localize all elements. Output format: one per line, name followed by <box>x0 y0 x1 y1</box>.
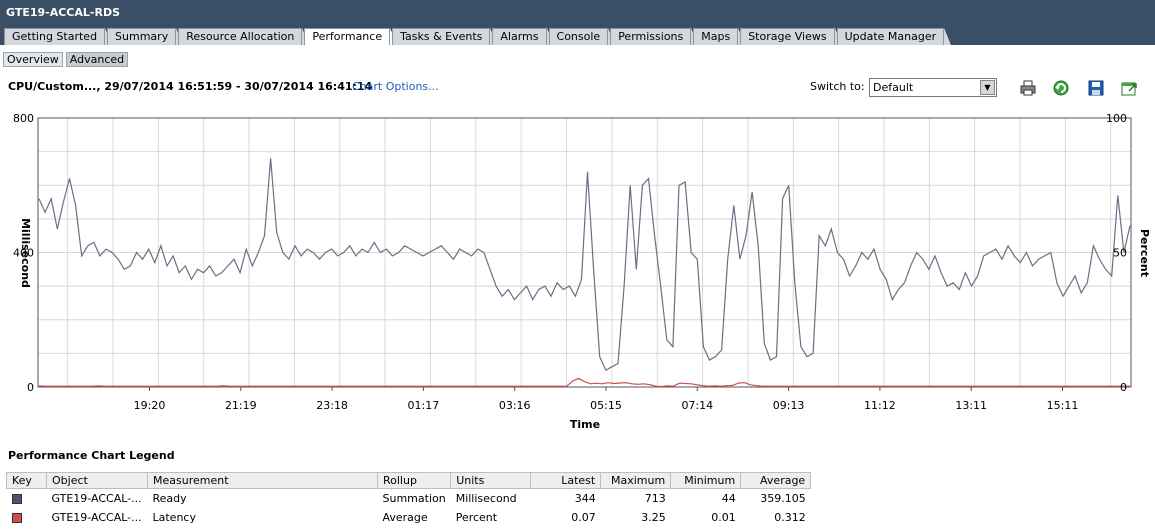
y-axis-right-label: Percent <box>1138 229 1151 277</box>
legend-cell-maximum: 3.25 <box>641 510 666 524</box>
x-tick-label: 15:11 <box>1047 399 1079 412</box>
series-line-ready <box>38 158 1131 372</box>
tab-performance[interactable]: Performance <box>304 28 397 45</box>
legend-table: Key Object Measurement Rollup Units Latest Max… <box>6 472 812 527</box>
chart-grid <box>38 118 1131 387</box>
legend-body: GTE19-ACCAL-... Ready Summation Millisecond… <box>7 489 811 527</box>
tab-alarms[interactable]: Alarms <box>492 28 554 45</box>
window-title: GTE19-ACCAL-RDS <box>6 6 120 19</box>
legend-cell-rollup: Summation <box>382 491 446 505</box>
tab-summary[interactable]: Summary <box>107 28 184 45</box>
x-tick-label: 21:19 <box>225 399 257 412</box>
tab-update-manager[interactable]: Update Manager <box>836 28 951 45</box>
tab-permissions[interactable]: Permissions <box>610 28 699 45</box>
legend-col-minimum[interactable]: Minimum <box>670 472 742 489</box>
x-tick-label: 23:18 <box>316 399 348 412</box>
legend-col-key[interactable]: Key <box>6 472 47 489</box>
chart-series <box>38 158 1131 388</box>
legend-title: Performance Chart Legend <box>8 449 175 462</box>
y-tick-label-left: 800 <box>13 112 34 125</box>
title-bar: GTE19-ACCAL-RDS Getting Started Summary Re… <box>0 0 1155 45</box>
x-tick-label: 09:13 <box>773 399 805 412</box>
legend-swatch <box>11 512 22 523</box>
tab-maps[interactable]: Maps <box>693 28 746 45</box>
tab-getting-started[interactable]: Getting Started <box>4 28 113 45</box>
series-line-latency <box>38 377 1130 388</box>
x-tick-label: 01:17 <box>408 399 440 412</box>
x-axis: 19:20 21:19 23:18 01:17 03:16 05:15 07:14 09:13… <box>134 387 1079 412</box>
legend-col-latest[interactable]: Latest <box>530 472 602 489</box>
x-tick-label: 05:15 <box>590 399 622 412</box>
export-icon[interactable] <box>1120 79 1138 97</box>
y-tick-label-right: 50 <box>1113 247 1127 260</box>
tab-tasks-events[interactable]: Tasks & Events <box>392 28 498 45</box>
x-tick-label: 07:14 <box>681 399 713 412</box>
x-axis-label: Time <box>570 418 600 431</box>
chart-options-link[interactable]: Chart Options... <box>352 80 439 93</box>
switch-to-value: Default <box>873 81 914 94</box>
switch-to-label: Switch to: <box>810 80 865 93</box>
y-tick-label-right: 100 <box>1106 112 1127 125</box>
legend-col-object[interactable]: Object <box>46 472 148 489</box>
switch-to-dropdown[interactable]: Default ▼ <box>869 78 997 97</box>
refresh-icon[interactable] <box>1052 79 1070 97</box>
legend-cell-maximum: 713 <box>644 491 666 505</box>
x-tick-label: 11:12 <box>864 399 896 412</box>
printer-icon[interactable] <box>1019 79 1037 97</box>
performance-chart: 0 400 800 0 50 100 19:20 21:19 23:18 01:17 03:16… <box>13 112 1151 431</box>
legend-cell-average: 359.105 <box>760 491 806 505</box>
legend-col-measurement[interactable]: Measurement <box>147 472 378 489</box>
tab-resource-allocation[interactable]: Resource Allocation <box>178 28 310 45</box>
legend-col-average[interactable]: Average <box>740 472 812 489</box>
y-axis-left: 0 400 800 <box>13 112 34 394</box>
legend-cell-rollup: Average <box>382 510 428 524</box>
legend-col-units[interactable]: Units <box>450 472 532 489</box>
legend-cell-latest: 344 <box>574 491 596 505</box>
legend-cell-latest: 0.07 <box>571 510 596 524</box>
subtab-advanced[interactable]: Advanced <box>65 52 129 67</box>
x-tick-label: 19:20 <box>134 399 166 412</box>
y-axis-left-label: Millisecond <box>19 218 32 288</box>
tab-console[interactable]: Console <box>548 28 615 45</box>
legend-cell-units: Percent <box>455 510 498 524</box>
legend-cell-minimum: 44 <box>721 491 736 505</box>
tab-bar: Getting Started Summary Resource Allocatio… <box>4 28 951 45</box>
legend-key-cell <box>7 489 47 508</box>
legend-header-row: Key Object Measurement Rollup Units Latest Max… <box>6 472 812 489</box>
legend-cell-object: GTE19-ACCAL-... <box>51 510 142 524</box>
x-tick-label: 13:11 <box>955 399 987 412</box>
legend-row[interactable]: GTE19-ACCAL-... Latency Average Percent 0.07… <box>7 508 811 527</box>
legend-key-cell <box>7 508 47 527</box>
y-axis-right: 0 50 100 <box>1106 112 1127 394</box>
chevron-down-icon[interactable]: ▼ <box>980 80 995 95</box>
legend-cell-minimum: 0.01 <box>711 510 736 524</box>
legend-swatch <box>11 493 22 504</box>
plot-area <box>37 117 1132 388</box>
legend-cell-object: GTE19-ACCAL-... <box>51 491 142 505</box>
view-toggle: Overview Advanced <box>3 52 131 67</box>
subtab-overview[interactable]: Overview <box>3 52 63 67</box>
legend-cell-units: Millisecond <box>455 491 517 505</box>
x-tick-label: 03:16 <box>499 399 531 412</box>
y-tick-label-left: 400 <box>13 247 34 260</box>
legend-row[interactable]: GTE19-ACCAL-... Ready Summation Millisecond… <box>7 489 811 508</box>
tab-storage-views[interactable]: Storage Views <box>740 28 842 45</box>
legend-col-rollup[interactable]: Rollup <box>376 472 452 489</box>
legend-cell-measurement: Ready <box>152 491 187 505</box>
legend-cell-measurement: Latency <box>152 510 196 524</box>
y-tick-label-right: 0 <box>1120 381 1127 394</box>
chart-heading: CPU/Custom..., 29/07/2014 16:51:59 - 30/… <box>8 80 373 93</box>
y-tick-label-left: 0 <box>27 381 34 394</box>
legend-cell-average: 0.312 <box>774 510 806 524</box>
legend-col-maximum[interactable]: Maximum <box>600 472 672 489</box>
save-icon[interactable] <box>1087 79 1105 97</box>
